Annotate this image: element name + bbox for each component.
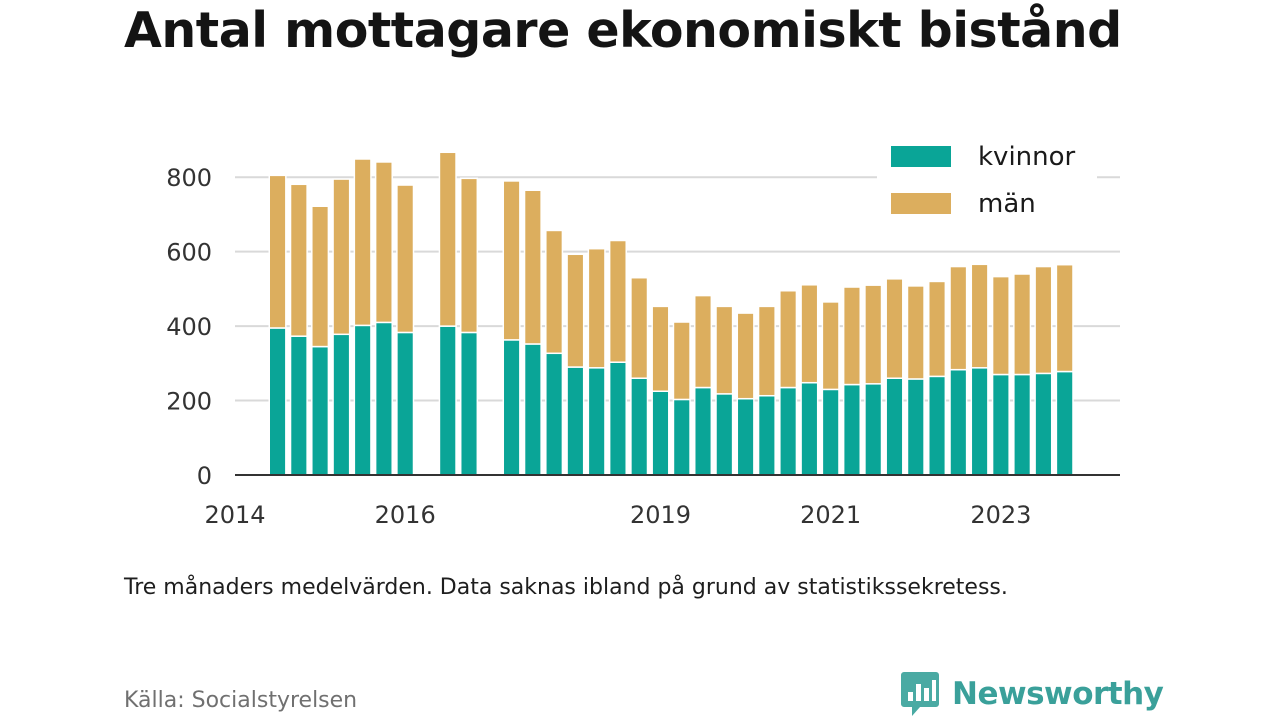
bar-kvinnor <box>864 383 883 476</box>
bar-man <box>1055 263 1074 373</box>
x-tick-label: 2016 <box>375 501 436 529</box>
bar-man <box>800 284 819 384</box>
y-tick-label: 600 <box>166 239 212 267</box>
bar-man <box>927 280 947 378</box>
chart: 0 200 400 600 800 2014 2016 2019 2021 2023 kvinn… <box>166 134 1120 529</box>
x-tick-label: 2023 <box>970 501 1031 529</box>
chart-note: Tre månaders medelvärden. Data saknas ib… <box>124 575 1008 600</box>
y-tick-label: 400 <box>166 313 212 341</box>
bar-man <box>693 294 713 389</box>
bar-man <box>715 305 734 395</box>
bar-man <box>736 312 755 400</box>
x-tick-label: 2019 <box>630 501 691 529</box>
bar-man <box>672 321 691 401</box>
bar-man <box>608 239 627 363</box>
y-tick-label: 200 <box>166 388 212 416</box>
x-tick-labels: 2014 2016 2019 2021 2023 <box>204 501 1031 529</box>
bar-man <box>438 151 457 327</box>
bar-man <box>502 180 521 341</box>
source-text: Källa: Socialstyrelsen <box>124 688 358 713</box>
bar-kvinnor <box>800 381 819 476</box>
bar-kvinnor <box>608 361 627 476</box>
page-title: Antal mottagare ekonomiskt bistånd <box>124 2 1122 59</box>
bar-man <box>630 276 649 379</box>
bar-kvinnor <box>396 331 415 476</box>
bar-man <box>885 278 904 379</box>
bar-kvinnor <box>715 393 734 476</box>
bar-kvinnor <box>842 383 861 476</box>
bar-kvinnor <box>523 343 542 476</box>
x-tick-label: 2014 <box>204 501 265 529</box>
bar-kvinnor <box>1013 373 1032 476</box>
bar-man <box>864 284 883 385</box>
bar-man <box>651 305 670 392</box>
bar-man <box>523 189 542 345</box>
bar-kvinnor <box>587 367 606 476</box>
bar-kvinnor <box>630 377 649 476</box>
bar-kvinnor <box>927 375 947 476</box>
bar-kvinnor <box>438 325 457 476</box>
bar-kvinnor <box>821 388 840 476</box>
bar-kvinnor <box>672 398 691 476</box>
bar-man <box>970 263 989 369</box>
brand-name: Newsworthy <box>952 676 1164 712</box>
bar-man <box>268 174 287 329</box>
bar-man <box>821 301 840 391</box>
bar-kvinnor <box>970 367 989 476</box>
bar-kvinnor <box>736 397 755 476</box>
bar-man <box>1034 265 1053 375</box>
bar-man <box>949 265 968 371</box>
newsworthy-logo-icon <box>901 672 939 716</box>
bar-kvinnor <box>1034 372 1053 476</box>
legend-label-kvinnor: kvinnor <box>978 142 1076 172</box>
bar-kvinnor <box>502 339 521 476</box>
bar-kvinnor <box>289 335 308 476</box>
bar-kvinnor <box>651 390 670 476</box>
legend: kvinnor män <box>877 134 1097 228</box>
brand[interactable]: Newsworthy <box>900 670 1164 718</box>
bar-kvinnor <box>693 386 713 476</box>
bar-man <box>991 275 1010 376</box>
bar-kvinnor <box>459 331 479 476</box>
bar-man <box>1013 273 1032 376</box>
x-tick-label: 2021 <box>800 501 861 529</box>
bar-kvinnor <box>332 333 351 476</box>
bar-man <box>757 305 776 397</box>
bar-man <box>545 229 564 355</box>
bar-man <box>906 285 925 380</box>
bar-kvinnor <box>949 368 968 476</box>
bar-man <box>842 286 861 386</box>
bar-kvinnor <box>991 373 1010 476</box>
bar-kvinnor <box>268 327 287 476</box>
bar-man <box>587 247 606 369</box>
bar-man <box>396 184 415 334</box>
bar-man <box>353 158 372 327</box>
bar-kvinnor <box>545 352 564 476</box>
bar-kvinnor <box>566 366 585 476</box>
bar-man <box>289 183 308 337</box>
y-tick-label: 800 <box>166 164 212 192</box>
bar-kvinnor <box>757 394 776 476</box>
y-tick-label: 0 <box>197 462 212 490</box>
bar-man <box>311 205 330 348</box>
legend-swatch-man <box>891 193 951 214</box>
bar-kvinnor <box>353 324 372 476</box>
bar-kvinnor <box>311 345 330 476</box>
legend-swatch-kvinnor <box>891 146 951 167</box>
bar-kvinnor <box>1055 370 1074 476</box>
bar-kvinnor <box>885 377 904 476</box>
bar-kvinnor <box>779 386 798 476</box>
bar-kvinnor <box>374 321 393 476</box>
bar-man <box>459 177 479 334</box>
legend-label-man: män <box>978 189 1036 219</box>
bar-man <box>566 253 585 368</box>
bar-kvinnor <box>906 378 925 476</box>
bar-man <box>374 161 393 324</box>
bar-man <box>779 290 798 389</box>
bar-man <box>332 178 351 336</box>
y-tick-labels: 0 200 400 600 800 <box>166 164 212 490</box>
